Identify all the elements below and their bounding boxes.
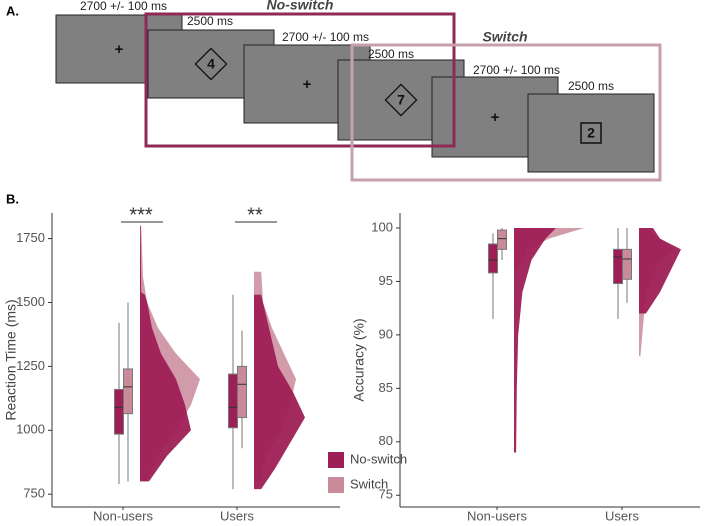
box — [228, 373, 238, 429]
stimulus: 4 — [207, 56, 215, 72]
y-tick-label: 750 — [23, 486, 45, 501]
y-tick-label: 75 — [379, 487, 393, 502]
legend-label: No-switch — [350, 451, 407, 466]
y-tick-label: 1500 — [16, 294, 45, 309]
box — [123, 368, 133, 415]
y-tick-label: 85 — [379, 380, 393, 395]
box — [497, 229, 507, 250]
y-tick-label: 80 — [379, 433, 393, 448]
y-tick-label: 1250 — [16, 358, 45, 373]
x-tick-label: Users — [605, 508, 639, 521]
y-axis-title: Reaction Time (ms) — [3, 299, 19, 420]
square — [580, 122, 602, 144]
density-half-violin — [514, 227, 556, 453]
y-tick-label: 1000 — [16, 422, 45, 437]
timing-label: 2700 +/- 100 ms — [282, 30, 369, 44]
timing-label: 2500 ms — [368, 47, 414, 61]
box — [114, 388, 124, 435]
density-half-violin — [140, 225, 191, 482]
condition-frame — [144, 12, 456, 148]
panel-label: A. — [6, 3, 19, 18]
significance-label: *** — [129, 204, 153, 226]
y-tick-label: 100 — [371, 219, 393, 234]
significance-label: ** — [247, 204, 263, 226]
y-tick-label: 90 — [379, 326, 393, 341]
condition-frame — [350, 43, 662, 182]
timing-label: 2500 ms — [568, 79, 614, 93]
x-tick-label: Non-users — [467, 508, 527, 521]
stimulus: 2 — [587, 125, 595, 141]
x-tick-label: Users — [220, 508, 254, 521]
stimulus: + — [115, 41, 124, 58]
box — [488, 243, 498, 274]
timing-label: 2500 ms — [187, 14, 233, 28]
x-tick-label: Non-users — [93, 508, 153, 521]
legend-swatch — [328, 452, 344, 468]
diamond — [384, 83, 418, 117]
y-tick-label: 95 — [379, 273, 393, 288]
legend-label: Switch — [350, 476, 388, 491]
y-tick-label: 1750 — [16, 230, 45, 245]
panel-label: B. — [6, 191, 19, 206]
box — [237, 365, 247, 419]
diamond — [194, 47, 228, 81]
y-axis-title: Accuracy (%) — [351, 318, 367, 401]
screen — [527, 93, 655, 173]
density-half-violin — [254, 294, 305, 490]
stimulus: + — [491, 109, 500, 126]
timing-label: 2700 +/- 100 ms — [473, 63, 560, 77]
condition-title: No-switch — [267, 0, 334, 13]
density-half-violin — [639, 227, 681, 314]
stimulus: + — [303, 76, 312, 93]
legend-swatch — [328, 477, 344, 493]
box — [622, 248, 632, 280]
timing-label: 2700 +/- 100 ms — [80, 0, 167, 13]
stimulus: 7 — [397, 92, 405, 108]
condition-title: Switch — [482, 29, 527, 45]
box — [613, 248, 623, 285]
